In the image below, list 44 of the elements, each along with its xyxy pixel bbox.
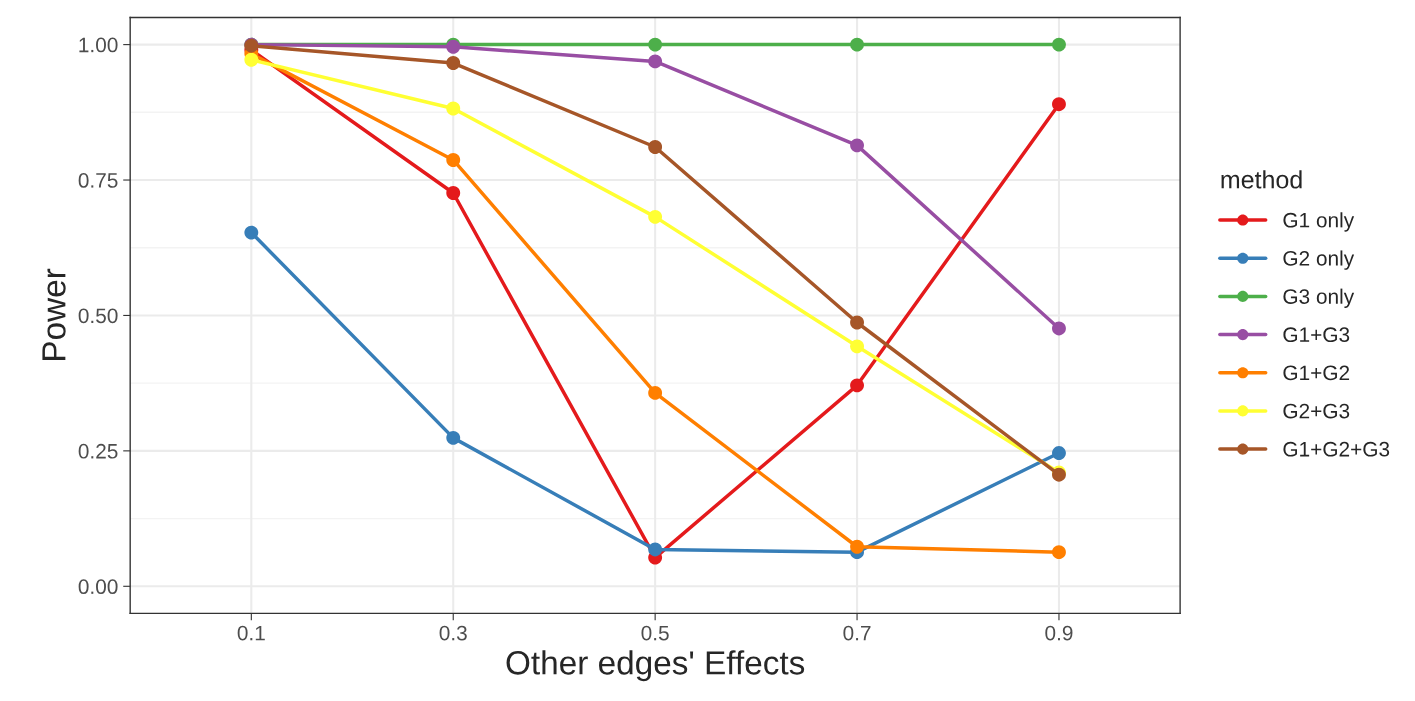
x-tick-label: 0.1 — [237, 625, 265, 641]
x-tick-label: 0.9 — [1045, 625, 1073, 641]
legend-title: method — [1221, 170, 1302, 189]
point — [850, 539, 864, 554]
point — [850, 315, 864, 330]
y-tick-label: 0.00 — [78, 579, 118, 595]
y-tick-label: 0.25 — [78, 443, 118, 459]
point — [850, 378, 864, 393]
point — [446, 56, 461, 70]
legend-label: G1+G3 — [1283, 327, 1350, 343]
point — [446, 153, 461, 167]
point — [446, 186, 461, 200]
point — [850, 339, 864, 354]
point — [648, 37, 663, 52]
point — [648, 385, 663, 400]
legend-label: G2+G3 — [1283, 403, 1350, 419]
x-tick-label: 0.3 — [439, 625, 467, 641]
y-axis-title: Power — [42, 268, 66, 360]
x-tick-label: 0.5 — [641, 625, 669, 641]
point — [850, 37, 864, 52]
legend-label: G3 only — [1283, 288, 1355, 309]
x-axis-title: Other edges' Effects — [506, 650, 805, 682]
point — [648, 54, 663, 69]
point — [1052, 446, 1066, 460]
legend-label: G1+G2+G3 — [1283, 441, 1390, 457]
y-tick-label: 0.50 — [78, 308, 118, 324]
point — [1052, 37, 1066, 52]
point — [446, 101, 461, 116]
y-tick-label: 0.75 — [78, 173, 118, 188]
point — [648, 140, 663, 154]
legend-label: G1 only — [1283, 212, 1355, 232]
point — [1052, 97, 1066, 112]
point — [648, 209, 663, 224]
point — [244, 52, 259, 67]
point — [446, 430, 461, 445]
point — [1052, 545, 1066, 560]
point — [244, 225, 259, 240]
legend-label: G1+G2 — [1283, 365, 1350, 381]
point — [850, 138, 864, 153]
legend-label: G2 only — [1283, 250, 1355, 270]
point — [648, 542, 663, 557]
y-tick-label: 1.00 — [79, 37, 118, 53]
x-tick-label: 0.7 — [843, 625, 871, 641]
point — [1052, 321, 1066, 336]
